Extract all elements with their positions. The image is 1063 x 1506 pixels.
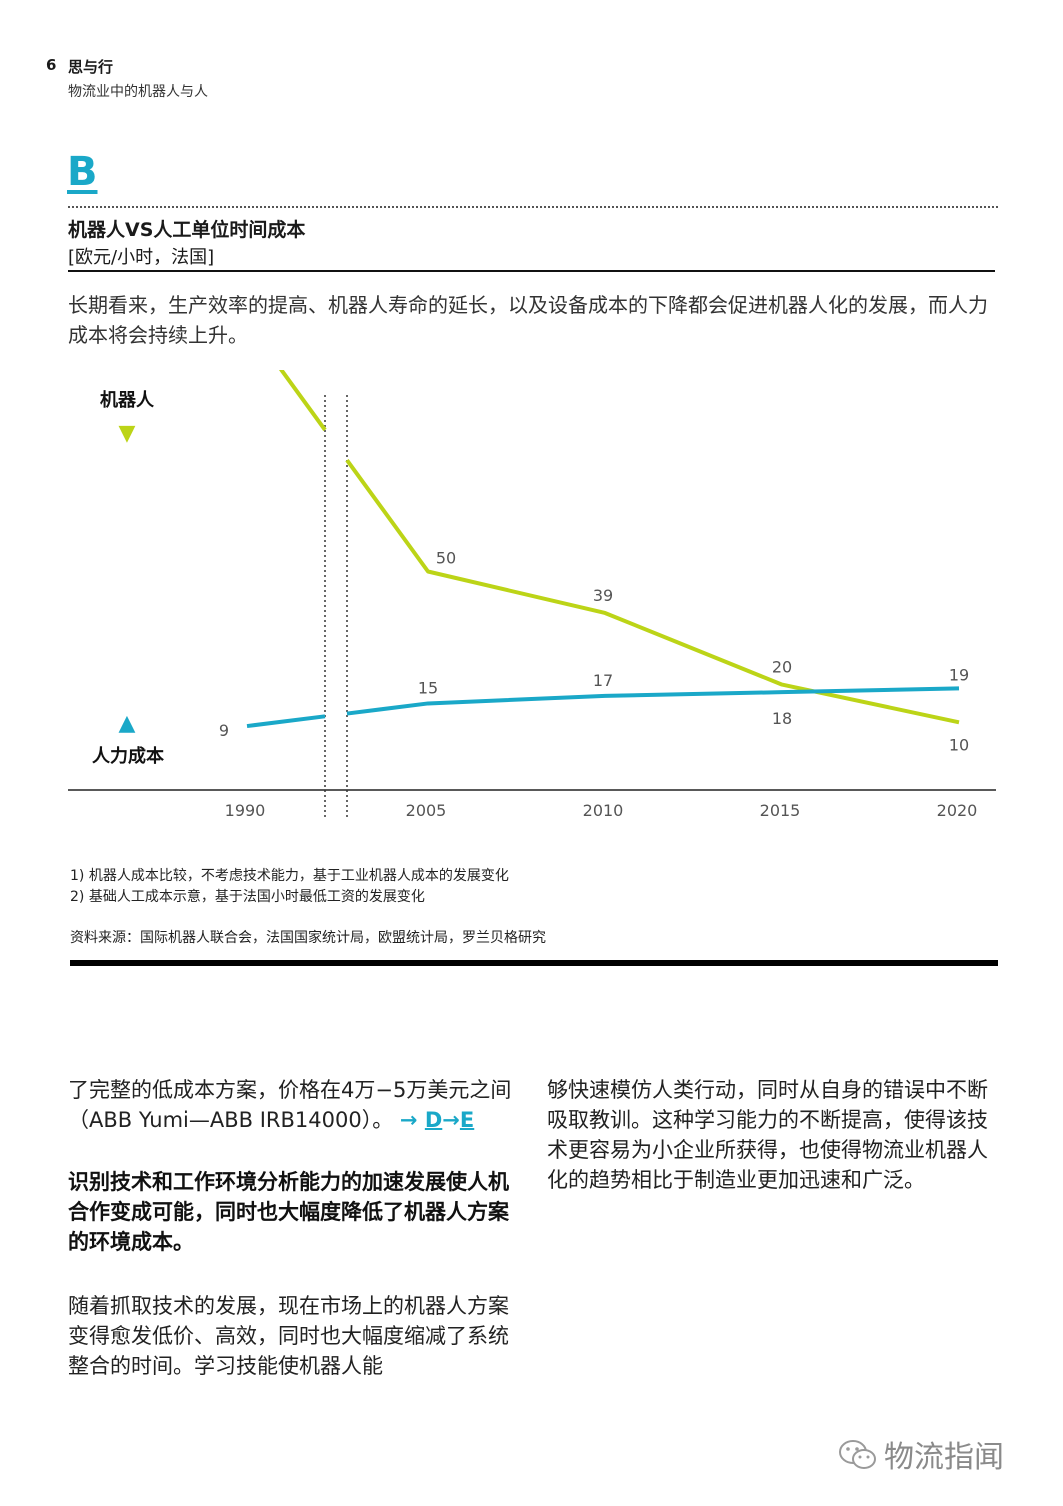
figure-bottom-rule [70, 960, 998, 966]
legend-robot-label: 机器人 [100, 390, 155, 411]
source-note: 资料来源：国际机器人联合会，法国国家统计局，欧盟统计局，罗兰贝格研究 [70, 930, 546, 946]
watermark-text: 物流指闻 [884, 1440, 1004, 1475]
left-paragraph-2: 随着抓取技术的发展，现在市场上的机器人方案变得愈发低价、高效，同时也大幅度缩减了… [68, 1294, 509, 1378]
watermark: 物流指闻 [838, 1432, 1004, 1480]
page-number: 6 [46, 56, 57, 74]
data-label: 19 [949, 665, 969, 684]
data-label: 18 [772, 709, 792, 728]
data-label: 10 [949, 735, 969, 754]
x-tick-label: 2015 [760, 801, 801, 820]
data-label: 17 [593, 671, 613, 690]
triangle-down-icon: ▼ [119, 421, 136, 446]
right-paragraph-1: 够快速模仿人类行动，同时从自身的错误中不断吸取教训。这种学习能力的不断提高，使得… [547, 1078, 988, 1192]
cross-reference-link[interactable]: → D→E [400, 1108, 474, 1132]
left-paragraph-1: 了完整的低成本方案，价格在4万−5万美元之间（ABB Yumi—ABB IRB1… [68, 1078, 512, 1132]
data-label: 9 [219, 721, 229, 740]
dotted-divider [68, 206, 998, 208]
arrow-right-icon: → [442, 1108, 460, 1132]
footnote-1: 1) 机器人成本比较，不考虑技术能力，基于工业机器人成本的发展变化 [70, 868, 509, 884]
figure-letter: B [67, 149, 98, 195]
cost-line-chart: 1990200520102015202011650392010915171819… [68, 370, 996, 820]
series-line-labor [246, 714, 326, 729]
x-tick-label: 2020 [937, 801, 978, 820]
link-d: D [424, 1108, 443, 1132]
title-divider [68, 270, 995, 272]
figure-title: 机器人VS人工单位时间成本 [68, 219, 306, 241]
wechat-icon [838, 1438, 878, 1480]
section-subtitle: 物流业中的机器人与人 [68, 84, 208, 100]
x-tick-label: 2005 [406, 801, 447, 820]
triangle-up-icon: ▲ [119, 711, 136, 736]
left-bold-paragraph: 识别技术和工作环境分析能力的加速发展使人机合作变成可能，同时也大幅度降低了机器人… [68, 1170, 509, 1254]
link-e: E [459, 1108, 475, 1132]
series-line-robot [345, 458, 960, 725]
data-label: 39 [593, 586, 613, 605]
figure-intro: 长期看来，生产效率的提高、机器人寿命的延长，以及设备成本的下降都会促进机器人化的… [68, 293, 988, 347]
arrow-right-icon: → [399, 1108, 418, 1132]
left-column: 了完整的低成本方案，价格在4万−5万美元之间（ABB Yumi—ABB IRB1… [68, 1075, 518, 1135]
series-line-labor [346, 686, 960, 716]
x-tick-label: 1990 [225, 801, 266, 820]
series-line-robot [278, 370, 327, 432]
footnote-2: 2) 基础人工成本示意，基于法国小时最低工资的发展变化 [70, 889, 425, 905]
figure-units: [欧元/小时，法国] [68, 247, 215, 268]
data-label: 50 [436, 549, 456, 568]
section-title: 思与行 [68, 58, 114, 76]
data-label: 20 [772, 658, 792, 677]
x-tick-label: 2010 [583, 801, 624, 820]
data-label: 15 [418, 678, 438, 697]
legend-labor-label: 人力成本 [92, 745, 164, 767]
